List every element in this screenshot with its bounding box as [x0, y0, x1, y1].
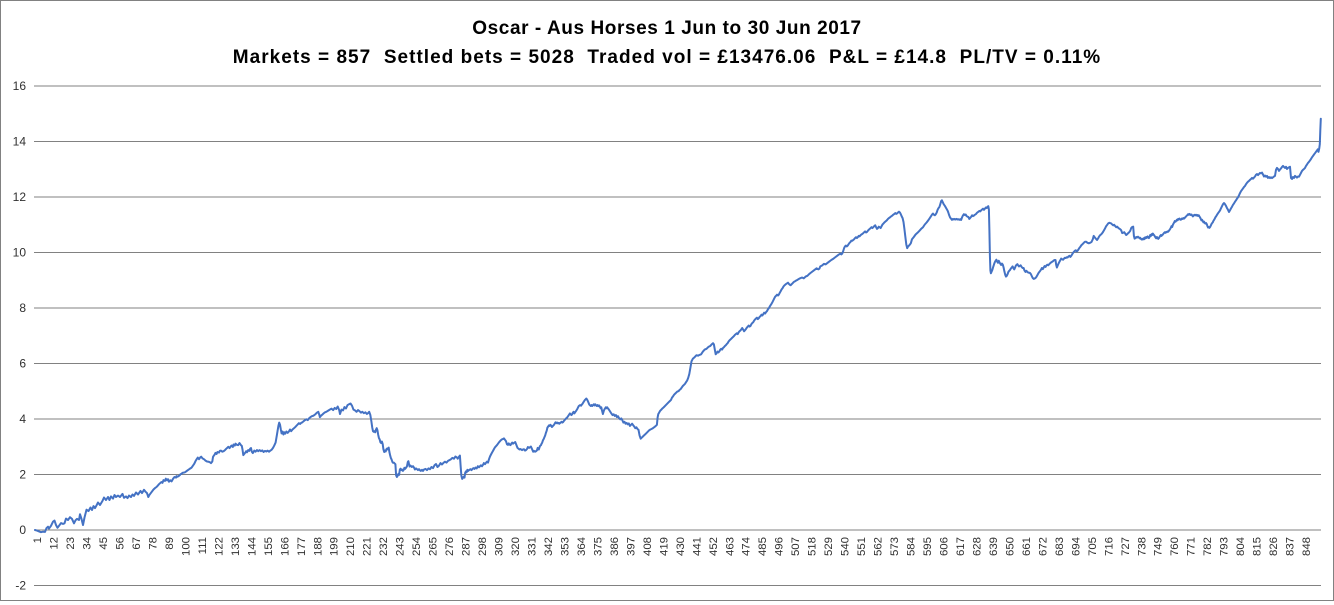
svg-text:6: 6 — [19, 357, 26, 371]
svg-text:34: 34 — [81, 537, 93, 550]
svg-text:-2: -2 — [15, 579, 26, 593]
svg-text:12: 12 — [13, 190, 27, 204]
svg-text:122: 122 — [213, 537, 225, 556]
svg-text:474: 474 — [741, 537, 753, 556]
svg-text:276: 276 — [444, 537, 456, 556]
svg-text:331: 331 — [527, 537, 539, 556]
svg-text:144: 144 — [246, 537, 258, 556]
svg-text:771: 771 — [1186, 537, 1198, 556]
svg-text:760: 760 — [1169, 537, 1181, 556]
svg-text:12: 12 — [49, 537, 61, 550]
svg-text:221: 221 — [362, 537, 374, 556]
svg-text:2: 2 — [19, 468, 26, 482]
svg-text:4: 4 — [19, 412, 26, 426]
svg-text:320: 320 — [510, 537, 522, 556]
svg-text:705: 705 — [1087, 537, 1099, 556]
svg-text:353: 353 — [560, 537, 572, 556]
svg-text:133: 133 — [230, 537, 242, 556]
svg-text:232: 232 — [378, 537, 390, 556]
svg-text:595: 595 — [922, 537, 934, 556]
svg-text:386: 386 — [609, 537, 621, 556]
svg-text:14: 14 — [13, 135, 27, 149]
svg-text:826: 826 — [1268, 537, 1280, 556]
svg-text:243: 243 — [395, 537, 407, 556]
svg-text:265: 265 — [428, 537, 440, 556]
svg-text:782: 782 — [1202, 537, 1214, 556]
svg-text:518: 518 — [807, 537, 819, 556]
svg-text:529: 529 — [823, 537, 835, 556]
svg-text:56: 56 — [114, 537, 126, 550]
svg-text:364: 364 — [576, 537, 588, 556]
svg-text:507: 507 — [790, 537, 802, 556]
svg-text:540: 540 — [840, 537, 852, 556]
svg-text:1: 1 — [32, 537, 44, 543]
svg-text:661: 661 — [1021, 537, 1033, 556]
svg-text:496: 496 — [774, 537, 786, 556]
svg-text:8: 8 — [19, 301, 26, 315]
svg-text:672: 672 — [1037, 537, 1049, 556]
svg-text:562: 562 — [873, 537, 885, 556]
svg-text:210: 210 — [345, 537, 357, 556]
svg-text:408: 408 — [642, 537, 654, 556]
svg-text:727: 727 — [1120, 537, 1132, 556]
svg-text:716: 716 — [1103, 537, 1115, 556]
svg-text:342: 342 — [543, 537, 555, 556]
svg-text:188: 188 — [312, 537, 324, 556]
svg-text:848: 848 — [1301, 537, 1313, 556]
svg-text:584: 584 — [906, 537, 918, 556]
svg-text:749: 749 — [1153, 537, 1165, 556]
svg-text:419: 419 — [658, 537, 670, 556]
svg-text:45: 45 — [98, 537, 110, 550]
svg-text:683: 683 — [1054, 537, 1066, 556]
svg-text:463: 463 — [724, 537, 736, 556]
svg-text:287: 287 — [461, 537, 473, 556]
svg-text:606: 606 — [939, 537, 951, 556]
svg-text:694: 694 — [1070, 537, 1082, 556]
svg-text:177: 177 — [296, 537, 308, 556]
svg-text:837: 837 — [1285, 537, 1297, 556]
svg-text:254: 254 — [411, 537, 423, 556]
svg-text:485: 485 — [757, 537, 769, 556]
svg-text:166: 166 — [279, 537, 291, 556]
svg-text:441: 441 — [691, 537, 703, 556]
svg-text:551: 551 — [856, 537, 868, 556]
svg-text:Oscar - Aus Horses 1 Jun to 30: Oscar - Aus Horses 1 Jun to 30 Jun 2017 — [472, 18, 861, 39]
svg-text:573: 573 — [889, 537, 901, 556]
svg-text:397: 397 — [625, 537, 637, 556]
svg-text:89: 89 — [164, 537, 176, 550]
svg-text:793: 793 — [1219, 537, 1231, 556]
svg-text:111: 111 — [197, 537, 209, 554]
svg-text:100: 100 — [180, 537, 192, 556]
svg-text:16: 16 — [13, 79, 27, 93]
svg-text:199: 199 — [329, 537, 341, 556]
svg-text:Markets = 857 Settled bets =: Markets = 857 Settled bets = 5028 Traded… — [233, 47, 1101, 68]
svg-text:639: 639 — [988, 537, 1000, 556]
svg-text:452: 452 — [708, 537, 720, 556]
svg-text:815: 815 — [1252, 537, 1264, 556]
svg-text:155: 155 — [263, 537, 275, 556]
svg-text:617: 617 — [955, 537, 967, 556]
svg-text:375: 375 — [592, 537, 604, 556]
svg-text:650: 650 — [1004, 537, 1016, 556]
svg-text:298: 298 — [477, 537, 489, 556]
svg-text:804: 804 — [1235, 537, 1247, 556]
svg-text:67: 67 — [131, 537, 143, 550]
svg-text:738: 738 — [1136, 537, 1148, 556]
svg-text:78: 78 — [147, 537, 159, 550]
svg-text:628: 628 — [972, 537, 984, 556]
svg-text:0: 0 — [19, 523, 26, 537]
svg-text:10: 10 — [13, 246, 27, 260]
svg-text:309: 309 — [494, 537, 506, 556]
svg-text:430: 430 — [675, 537, 687, 556]
svg-text:23: 23 — [65, 537, 77, 550]
